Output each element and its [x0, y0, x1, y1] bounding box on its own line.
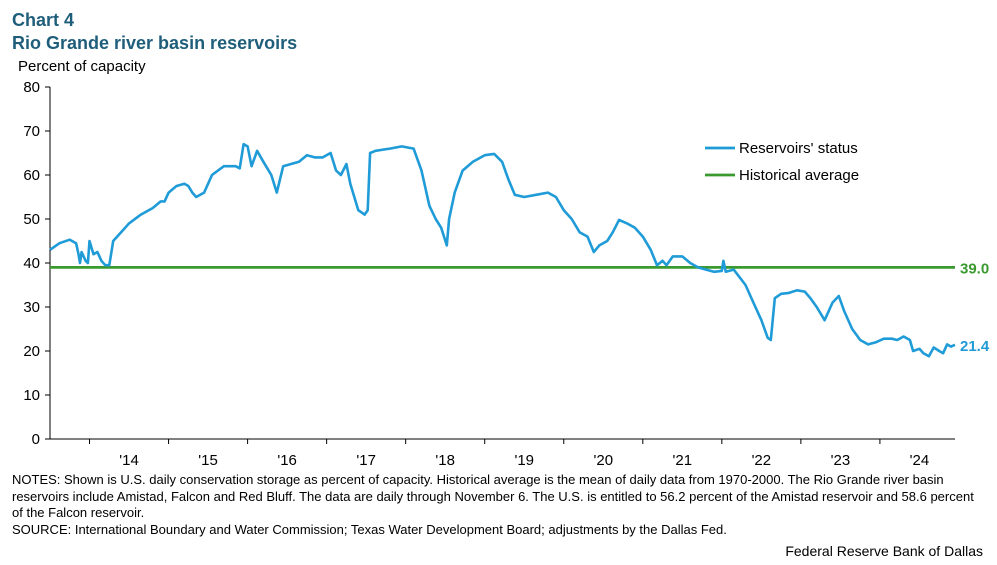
- notes-text: NOTES: Shown is U.S. daily conservation …: [12, 472, 974, 520]
- legend-label: Historical average: [739, 167, 859, 184]
- reservoirs-status-line: [49, 142, 956, 358]
- y-tick-label: 70: [23, 123, 40, 140]
- x-tick-label: '21: [673, 452, 693, 469]
- legend-label: Reservoirs' status: [739, 140, 858, 157]
- y-tick-label: 10: [23, 387, 40, 404]
- y-axis-label: Percent of capacity: [18, 58, 146, 75]
- y-tick-label: 40: [23, 255, 40, 272]
- y-tick-label: 80: [23, 79, 40, 96]
- x-tick-label: '16: [277, 452, 297, 469]
- y-axis: 0 10 20 30 40 50 60 70 80: [23, 79, 51, 448]
- series-layer: [49, 142, 956, 358]
- status-end-label: 21.4: [960, 338, 990, 355]
- notes: NOTES: Shown is U.S. daily conservation …: [12, 472, 987, 538]
- credit: Federal Reserve Bank of Dallas: [785, 543, 983, 559]
- x-axis: '14 '15 '16 '17 '18 '19 '20 '21 '22 '23 '24: [50, 438, 955, 469]
- x-tick-label: '22: [752, 452, 772, 469]
- y-tick-label: 0: [32, 431, 40, 448]
- x-tick-label: '18: [435, 452, 455, 469]
- average-end-label: 39.0: [960, 260, 989, 277]
- x-tick-label: '17: [356, 452, 376, 469]
- y-tick-label: 30: [23, 299, 40, 316]
- x-tick-label: '14: [119, 452, 139, 469]
- x-tick-label: '19: [514, 452, 534, 469]
- end-labels: 21.4 39.0: [960, 260, 990, 354]
- source-text: SOURCE: International Boundary and Water…: [12, 521, 727, 537]
- y-tick-label: 50: [23, 211, 40, 228]
- chart-title: Rio Grande river basin reservoirs: [12, 33, 298, 53]
- x-tick-label: '24: [910, 452, 930, 469]
- x-tick-label: '15: [198, 452, 218, 469]
- x-tick-label: '20: [593, 452, 613, 469]
- legend: Reservoirs' status Historical average: [705, 140, 859, 184]
- x-tick-label: '23: [831, 452, 851, 469]
- y-tick-label: 20: [23, 343, 40, 360]
- chart-number: Chart 4: [12, 10, 75, 30]
- y-tick-label: 60: [23, 167, 40, 184]
